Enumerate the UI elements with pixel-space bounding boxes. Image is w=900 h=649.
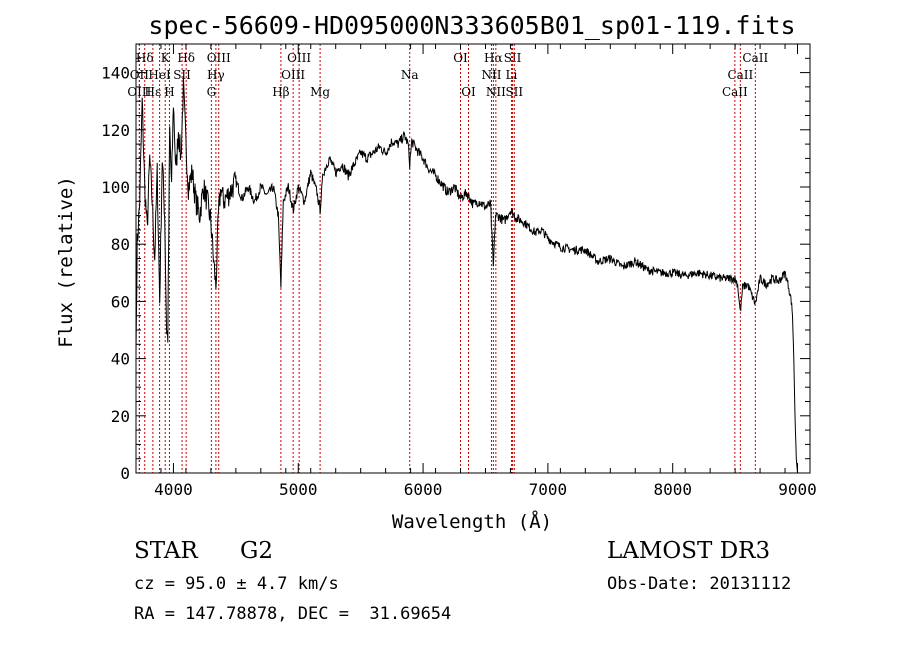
y-axis-label: Flux (relative) xyxy=(55,176,77,348)
line-marker-label: CaII xyxy=(727,68,753,82)
line-marker-label: OI xyxy=(461,85,476,99)
line-marker-label: Hα xyxy=(484,51,503,65)
line-marker-label: G xyxy=(207,85,217,99)
line-marker-label: SII xyxy=(504,51,522,65)
line-marker-label: Hγ xyxy=(207,68,225,82)
line-marker-label: Mg xyxy=(310,85,330,99)
line-marker-label: Hδ xyxy=(136,51,154,65)
plot-axes xyxy=(135,43,811,474)
chart-title: spec-56609-HD095000N333605B01_sp01-119.f… xyxy=(148,11,795,40)
line-marker-label: NII xyxy=(481,68,501,82)
y-tick-label: 40 xyxy=(111,350,130,369)
x-tick-label: 5000 xyxy=(279,480,318,499)
x-tick-label: 7000 xyxy=(529,480,568,499)
observation-date: Obs-Date: 20131112 xyxy=(607,574,792,594)
x-tick-label: 6000 xyxy=(404,480,443,499)
x-tick-label: 4000 xyxy=(154,480,193,499)
y-tick-label: 80 xyxy=(111,235,130,254)
x-tick-label: 9000 xyxy=(778,480,817,499)
redshift-cz: cz = 95.0 ± 4.7 km/s xyxy=(134,574,339,594)
line-marker-label: OIII xyxy=(287,51,311,65)
object-subclass: G2 xyxy=(240,538,274,564)
coordinates: RA = 147.78878, DEC = 31.69654 xyxy=(134,604,452,624)
line-marker-label: Hβ xyxy=(272,85,289,99)
line-marker-label: SII xyxy=(505,85,523,99)
x-tick-label: 8000 xyxy=(653,480,692,499)
line-marker-label: CaII xyxy=(722,85,748,99)
line-marker-label: NII xyxy=(486,85,506,99)
flux-series-line xyxy=(135,75,798,474)
line-marker-label: K xyxy=(161,51,171,65)
object-class: STAR xyxy=(134,538,198,564)
plot-frame xyxy=(135,43,811,474)
y-tick-label: 60 xyxy=(111,292,130,311)
y-tick-label: 0 xyxy=(120,464,130,483)
x-axis-label: Wavelength (Å) xyxy=(392,510,552,533)
line-marker-label: OI xyxy=(453,51,468,65)
line-marker-label: CaII xyxy=(742,51,768,65)
line-marker-label: OII xyxy=(130,68,150,82)
line-marker-label: OIII xyxy=(281,68,305,82)
line-marker-label: Hδ xyxy=(177,51,195,65)
y-tick-label: 120 xyxy=(101,121,130,140)
line-marker-label: OIII xyxy=(127,85,151,99)
line-marker-label: OIII xyxy=(207,51,231,65)
axis-ticks: 4000 5000 6000 7000 8000 9000 0 20 40 60 80 100 120 1… xyxy=(101,44,817,499)
line-marker-label: H xyxy=(164,85,174,99)
line-marker-label: Hε xyxy=(145,85,162,99)
y-tick-label: 20 xyxy=(111,407,130,426)
line-marker-label: HeI xyxy=(148,68,171,82)
line-marker-label: Na xyxy=(401,68,419,82)
line-marker-label: Li xyxy=(506,68,518,82)
y-tick-label: 140 xyxy=(101,64,130,83)
survey-name: LAMOST DR3 xyxy=(607,538,771,564)
y-tick-label: 100 xyxy=(101,178,130,197)
line-marker-label: SII xyxy=(173,68,191,82)
